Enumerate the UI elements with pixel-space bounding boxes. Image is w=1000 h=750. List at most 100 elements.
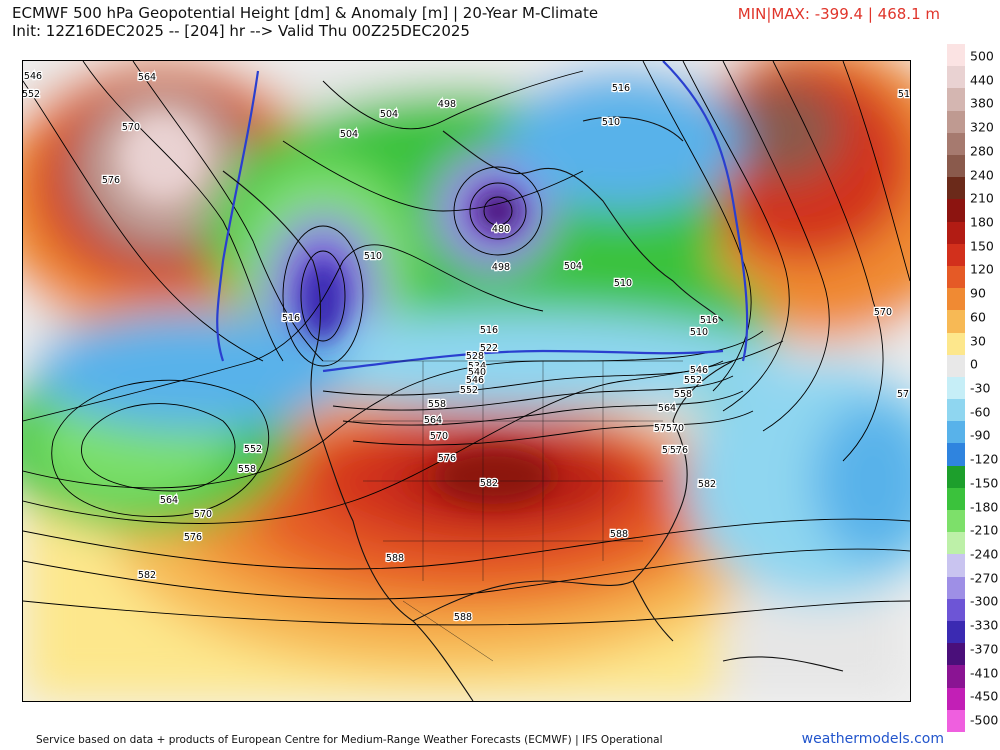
colorbar-segment bbox=[947, 154, 965, 178]
colorbar-label: -500 bbox=[970, 712, 999, 728]
colorbar-segment bbox=[947, 110, 965, 134]
contour-label: 498 bbox=[438, 99, 456, 110]
chart-subtitle: Init: 12Z16DEC2025 -- [204] hr --> Valid… bbox=[12, 22, 470, 40]
colorbar-segment bbox=[947, 643, 965, 666]
colorbar-label: 240 bbox=[970, 167, 994, 183]
colorbar-label: -270 bbox=[970, 570, 999, 586]
contour-label: 564 bbox=[424, 415, 442, 426]
height-contours bbox=[23, 61, 910, 626]
contour-label: 546 bbox=[466, 375, 484, 386]
colorbar-segment bbox=[947, 332, 965, 356]
colorbar-segment bbox=[947, 510, 965, 533]
contour-label: 546 bbox=[690, 365, 708, 376]
colorbar-label: -370 bbox=[970, 641, 999, 657]
contour-label: 570 bbox=[654, 423, 672, 434]
coastlines bbox=[222, 116, 844, 701]
colorbar-segment bbox=[947, 465, 965, 489]
colorbar-segment bbox=[947, 709, 965, 733]
contour-label: 570 bbox=[666, 423, 684, 434]
colorbar-segment bbox=[947, 443, 965, 467]
contour-label: 576 bbox=[662, 445, 680, 456]
contour-label: 576 bbox=[184, 532, 202, 543]
contour-label: 534 bbox=[468, 361, 486, 372]
colorbar-segment bbox=[947, 310, 965, 333]
colorbar-label: 150 bbox=[970, 238, 994, 254]
contour-labels: 5465525645705764985045045165104804985105… bbox=[23, 70, 910, 625]
colorbar-label: -450 bbox=[970, 688, 999, 704]
contour-label: 552 bbox=[460, 385, 478, 396]
contour-label: 480 bbox=[492, 224, 510, 235]
contour-label: 516 bbox=[700, 315, 718, 326]
colorbar-segment bbox=[947, 288, 965, 311]
contour-label: 558 bbox=[238, 464, 256, 475]
contour-label: 576 bbox=[670, 445, 688, 456]
colorbar-label: 500 bbox=[970, 48, 994, 64]
contour-label: 582 bbox=[138, 570, 156, 581]
data-credit: Service based on data + products of Euro… bbox=[36, 734, 663, 746]
map-canvas: 5465525645705764985045045165104804985105… bbox=[23, 61, 910, 701]
contour-label: 516 bbox=[612, 83, 630, 94]
contour-label: 57 bbox=[897, 389, 909, 400]
colorbar-label: -120 bbox=[970, 451, 999, 467]
contour-label: 588 bbox=[610, 529, 628, 540]
anomaly-map: 546 552 564 570 576 498 504 504 516 510 480 498 510 5… bbox=[22, 60, 911, 702]
contour-label: 564 bbox=[160, 495, 178, 506]
contour-label: 546 bbox=[24, 71, 42, 82]
colorbar-segment bbox=[947, 532, 965, 555]
colorbar-label: -60 bbox=[970, 404, 991, 420]
colorbar-segment bbox=[947, 665, 965, 689]
contour-label: 564 bbox=[138, 72, 156, 83]
colorbar-label: 320 bbox=[970, 119, 994, 135]
colorbar-label: 30 bbox=[970, 333, 986, 349]
contour-label: 504 bbox=[340, 129, 358, 140]
colorbar-segment bbox=[947, 687, 965, 711]
colorbar-segment bbox=[947, 554, 965, 578]
contour-label: 516 bbox=[480, 325, 498, 336]
borders bbox=[323, 360, 683, 662]
contour-label: 552 bbox=[244, 444, 262, 455]
contour-label: 552 bbox=[23, 89, 40, 100]
contour-label: 588 bbox=[386, 553, 404, 564]
colorbar-label: 380 bbox=[970, 95, 994, 111]
contour-label: 570 bbox=[874, 307, 892, 318]
contour-label: 522 bbox=[480, 343, 498, 354]
colorbar-segment bbox=[947, 265, 965, 289]
colorbar-label: -210 bbox=[970, 522, 999, 538]
colorbar-segment bbox=[947, 399, 965, 422]
colorbar-segment bbox=[947, 576, 965, 600]
colorbar-segment bbox=[947, 44, 965, 67]
contour-label: 510 bbox=[614, 278, 632, 289]
brand-link[interactable]: weathermodels.com bbox=[801, 731, 944, 747]
colorbar-label: 440 bbox=[970, 72, 994, 88]
colorbar-segment bbox=[947, 621, 965, 644]
colorbar-segment bbox=[947, 199, 965, 223]
contour-label: 540 bbox=[468, 367, 486, 378]
colorbar-label: 210 bbox=[970, 190, 994, 206]
colorbar-label: 0 bbox=[970, 356, 978, 372]
colorbar-label: 90 bbox=[970, 285, 986, 301]
colorbar-segment bbox=[947, 421, 965, 444]
anomaly-cores bbox=[123, 116, 553, 504]
colorbar-label: -410 bbox=[970, 665, 999, 681]
zero-anomaly-line bbox=[216, 61, 749, 373]
colorbar-label: 120 bbox=[970, 261, 994, 277]
colorbar-segment bbox=[947, 66, 965, 89]
contour-label: 504 bbox=[380, 109, 398, 120]
contour-label: 582 bbox=[480, 478, 498, 489]
colorbar-segment bbox=[947, 376, 965, 400]
colorbar-segment bbox=[947, 88, 965, 112]
contour-label: 552 bbox=[684, 375, 702, 386]
colorbar-segment bbox=[947, 487, 965, 511]
colorbar-segment bbox=[947, 132, 965, 156]
contour-label: 510 bbox=[364, 251, 382, 262]
contour-label: 558 bbox=[428, 399, 446, 410]
contour-label: 570 bbox=[430, 431, 448, 442]
min-max-readout: MIN|MAX: -399.4 | 468.1 m bbox=[737, 5, 940, 23]
colorbar-label: -90 bbox=[970, 427, 991, 443]
colorbar-label: 280 bbox=[970, 143, 994, 159]
contour-label: 528 bbox=[466, 351, 484, 362]
contour-label: 564 bbox=[658, 403, 676, 414]
colorbar-label: 60 bbox=[970, 309, 986, 325]
contour-label: 558 bbox=[674, 389, 692, 400]
contour-label: 576 bbox=[438, 453, 456, 464]
